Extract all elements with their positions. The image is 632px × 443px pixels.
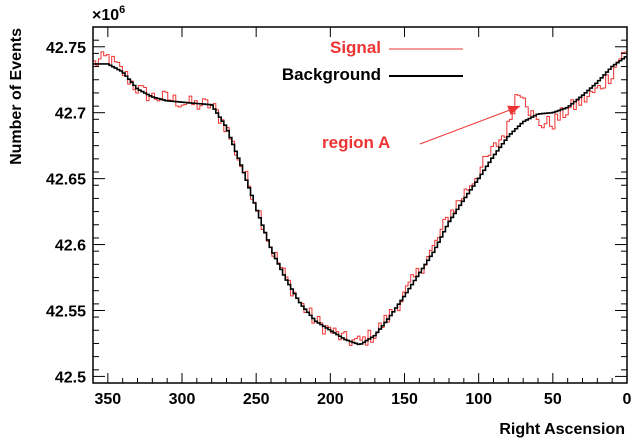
legend-label-signal: Signal — [330, 38, 381, 57]
annotations: region A — [322, 105, 521, 152]
y-tick-label: 42.75 — [46, 40, 86, 57]
legend-label-background: Background — [282, 65, 381, 84]
y-scale-label: ×106 — [92, 4, 125, 24]
annotation-arrow-head — [507, 105, 521, 116]
annotation-arrow-line — [419, 105, 521, 145]
series-background — [93, 56, 627, 346]
legend: Signal Background — [282, 38, 463, 84]
y-tick-label: 42.55 — [46, 303, 86, 320]
plot-layer — [93, 51, 627, 346]
x-tick-label: 0 — [623, 391, 632, 408]
y-axis-title: Number of Events — [8, 28, 25, 165]
x-tick-label: 200 — [317, 391, 344, 408]
y-tick-label: 42.5 — [55, 369, 86, 386]
axes-layer: 350 300 250 200 150 100 50 0 42.5 42.55 42.6 42.65 4… — [46, 26, 632, 408]
series-signal — [93, 51, 627, 346]
y-tick-label: 42.7 — [55, 106, 86, 123]
x-tick-label: 350 — [94, 391, 121, 408]
y-tick-label: 42.6 — [55, 238, 86, 255]
x-axis-title: Right Ascension — [499, 421, 625, 438]
x-tick-label: 100 — [465, 391, 492, 408]
x-tick-label: 150 — [391, 391, 418, 408]
x-tick-label: 300 — [169, 391, 196, 408]
y-tick-label: 42.65 — [46, 172, 86, 189]
x-tick-label: 250 — [243, 391, 270, 408]
annotation-label: region A — [322, 133, 390, 152]
x-tick-label: 50 — [544, 391, 562, 408]
